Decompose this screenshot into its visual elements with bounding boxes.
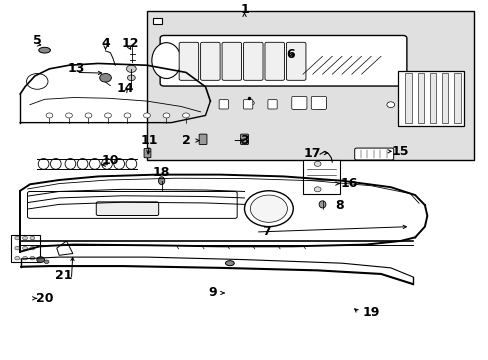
Ellipse shape (114, 158, 124, 169)
Circle shape (26, 73, 48, 89)
Ellipse shape (158, 177, 164, 185)
Polygon shape (57, 241, 73, 255)
FancyBboxPatch shape (219, 100, 228, 109)
Circle shape (22, 256, 27, 260)
Ellipse shape (126, 158, 137, 169)
FancyBboxPatch shape (397, 71, 463, 126)
Text: 16: 16 (340, 177, 357, 190)
Circle shape (30, 256, 35, 260)
FancyBboxPatch shape (240, 134, 248, 144)
Ellipse shape (102, 158, 112, 169)
Text: 3: 3 (240, 134, 248, 147)
Circle shape (126, 65, 136, 72)
Text: 5: 5 (33, 33, 41, 47)
FancyBboxPatch shape (286, 42, 305, 80)
FancyBboxPatch shape (303, 160, 339, 194)
Circle shape (314, 187, 321, 192)
Circle shape (422, 98, 431, 105)
Text: 1: 1 (240, 3, 248, 16)
Bar (429, 73, 435, 123)
FancyBboxPatch shape (291, 96, 306, 109)
Ellipse shape (39, 47, 50, 53)
Circle shape (44, 260, 49, 264)
FancyBboxPatch shape (311, 96, 326, 109)
Text: 9: 9 (208, 287, 217, 300)
Ellipse shape (65, 158, 76, 169)
Text: 8: 8 (335, 199, 343, 212)
Circle shape (143, 113, 150, 118)
Ellipse shape (89, 158, 100, 169)
Circle shape (15, 246, 20, 250)
Circle shape (22, 246, 27, 250)
Bar (441, 73, 447, 123)
Circle shape (30, 236, 35, 240)
Circle shape (314, 161, 321, 166)
Circle shape (386, 102, 394, 108)
Text: 18: 18 (153, 166, 170, 179)
Ellipse shape (152, 42, 181, 78)
FancyBboxPatch shape (243, 100, 252, 109)
Circle shape (163, 113, 169, 118)
FancyBboxPatch shape (264, 42, 284, 80)
Circle shape (104, 113, 111, 118)
Circle shape (250, 195, 287, 222)
FancyBboxPatch shape (160, 36, 406, 86)
Text: 19: 19 (362, 306, 379, 319)
Circle shape (85, 113, 92, 118)
Circle shape (46, 113, 53, 118)
Text: 12: 12 (121, 37, 139, 50)
Circle shape (37, 257, 44, 262)
FancyBboxPatch shape (11, 235, 40, 262)
Circle shape (124, 113, 131, 118)
Bar (417, 73, 423, 123)
Text: 6: 6 (286, 48, 295, 61)
FancyBboxPatch shape (96, 202, 158, 216)
Bar (405, 73, 411, 123)
Ellipse shape (319, 201, 325, 208)
FancyBboxPatch shape (316, 100, 325, 109)
Circle shape (65, 113, 72, 118)
Text: 17: 17 (304, 147, 321, 159)
FancyBboxPatch shape (199, 134, 206, 144)
Text: 10: 10 (102, 154, 119, 167)
Circle shape (182, 113, 189, 118)
Circle shape (15, 256, 20, 260)
FancyBboxPatch shape (267, 100, 277, 109)
Circle shape (244, 191, 293, 226)
Bar (453, 73, 460, 123)
Circle shape (127, 75, 135, 81)
Ellipse shape (50, 158, 61, 169)
FancyBboxPatch shape (200, 42, 220, 80)
Circle shape (100, 73, 111, 82)
Ellipse shape (244, 100, 254, 105)
Bar (147, 12, 473, 160)
FancyBboxPatch shape (292, 100, 301, 109)
Text: 4: 4 (101, 37, 110, 50)
Text: 13: 13 (67, 62, 85, 75)
Circle shape (22, 236, 27, 240)
Text: 11: 11 (141, 134, 158, 147)
Circle shape (30, 246, 35, 250)
Text: 7: 7 (262, 225, 270, 238)
Circle shape (15, 236, 20, 240)
Ellipse shape (38, 158, 49, 169)
Text: 15: 15 (391, 145, 408, 158)
Bar (153, 18, 161, 24)
Text: 20: 20 (36, 292, 53, 305)
Ellipse shape (225, 261, 234, 266)
Text: 21: 21 (55, 269, 73, 282)
FancyBboxPatch shape (222, 42, 241, 80)
FancyBboxPatch shape (27, 192, 237, 219)
FancyBboxPatch shape (243, 42, 263, 80)
Ellipse shape (77, 158, 88, 169)
FancyBboxPatch shape (179, 42, 198, 80)
Text: 2: 2 (181, 134, 190, 147)
Text: 14: 14 (116, 82, 134, 95)
FancyBboxPatch shape (144, 148, 151, 158)
FancyBboxPatch shape (354, 148, 393, 160)
